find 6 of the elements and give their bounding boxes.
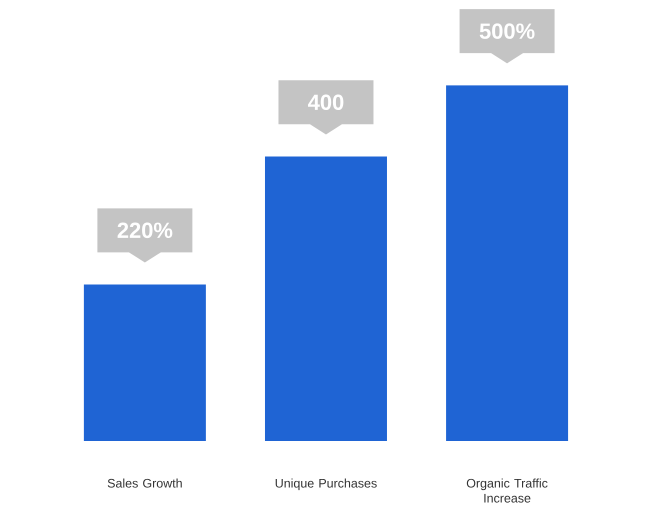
x-tick-label: Sales Growth: [108, 478, 182, 488]
data-label: 400: [308, 94, 344, 110]
data-label: 500%: [480, 23, 535, 39]
x-tick-label: Unique Purchases: [276, 478, 377, 490]
x-tick-label: Organic Traffic Increase: [466, 478, 548, 503]
data-label: 220%: [118, 222, 172, 238]
